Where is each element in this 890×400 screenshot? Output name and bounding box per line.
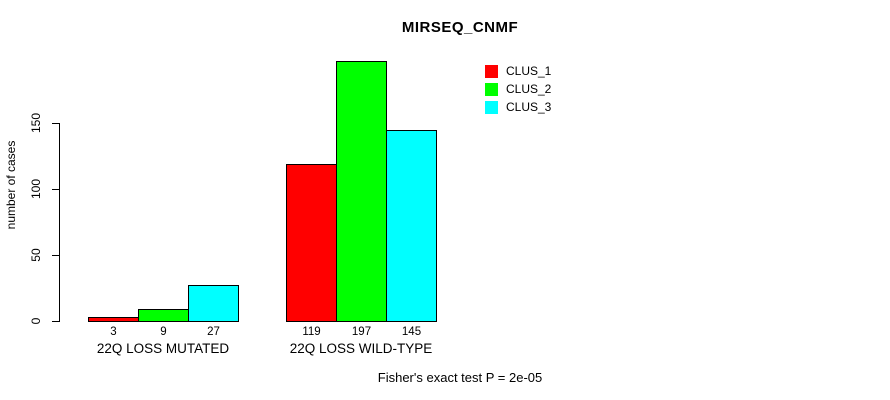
y-tick <box>52 123 59 124</box>
bar-value-label: 119 <box>302 326 321 338</box>
legend-swatch-clus_2 <box>485 82 498 96</box>
legend-label: CLUS_2 <box>506 82 552 96</box>
legend-swatch-clus_1 <box>485 64 498 78</box>
legend-label: CLUS_3 <box>506 100 552 114</box>
chart-title: MIRSEQ_CNMF <box>401 19 519 36</box>
bar-value-label: 3 <box>110 326 117 338</box>
bar-clus_1-group1 <box>88 317 139 322</box>
y-axis-label: number of cases <box>4 140 18 230</box>
legend-swatch-clus_3 <box>485 100 498 114</box>
bar-clus_3-group1 <box>188 285 239 322</box>
legend-item-clus_1: CLUS_1 <box>485 62 551 80</box>
legend-item-clus_2: CLUS_2 <box>485 80 551 98</box>
bar-value-label: 145 <box>401 326 422 338</box>
bar-clus_3-group2 <box>386 130 437 322</box>
bar-clus_1-group2 <box>286 164 337 322</box>
legend: CLUS_1 CLUS_2 CLUS_3 <box>485 62 551 116</box>
y-tick <box>52 255 59 256</box>
legend-label: CLUS_1 <box>506 64 552 78</box>
legend-item-clus_3: CLUS_3 <box>485 98 551 116</box>
y-tick-label: 150 <box>29 112 43 134</box>
bar-value-label: 9 <box>160 326 167 338</box>
caption-text: Fisher's exact test P = 2e-05 <box>377 370 543 385</box>
y-tick <box>52 321 59 322</box>
y-tick-label: 100 <box>29 178 43 200</box>
y-axis-line <box>59 123 60 322</box>
bar-value-label: 197 <box>351 326 372 338</box>
y-tick <box>52 189 59 190</box>
bar-clus_2-group2 <box>336 61 387 322</box>
bar-value-label: 27 <box>207 326 220 338</box>
category-label: 22Q LOSS MUTATED <box>96 341 230 356</box>
category-label: 22Q LOSS WILD-TYPE <box>289 341 433 356</box>
y-tick-label: 50 <box>29 248 43 262</box>
y-tick-label: 0 <box>29 317 43 325</box>
bar-clus_2-group1 <box>138 309 189 322</box>
